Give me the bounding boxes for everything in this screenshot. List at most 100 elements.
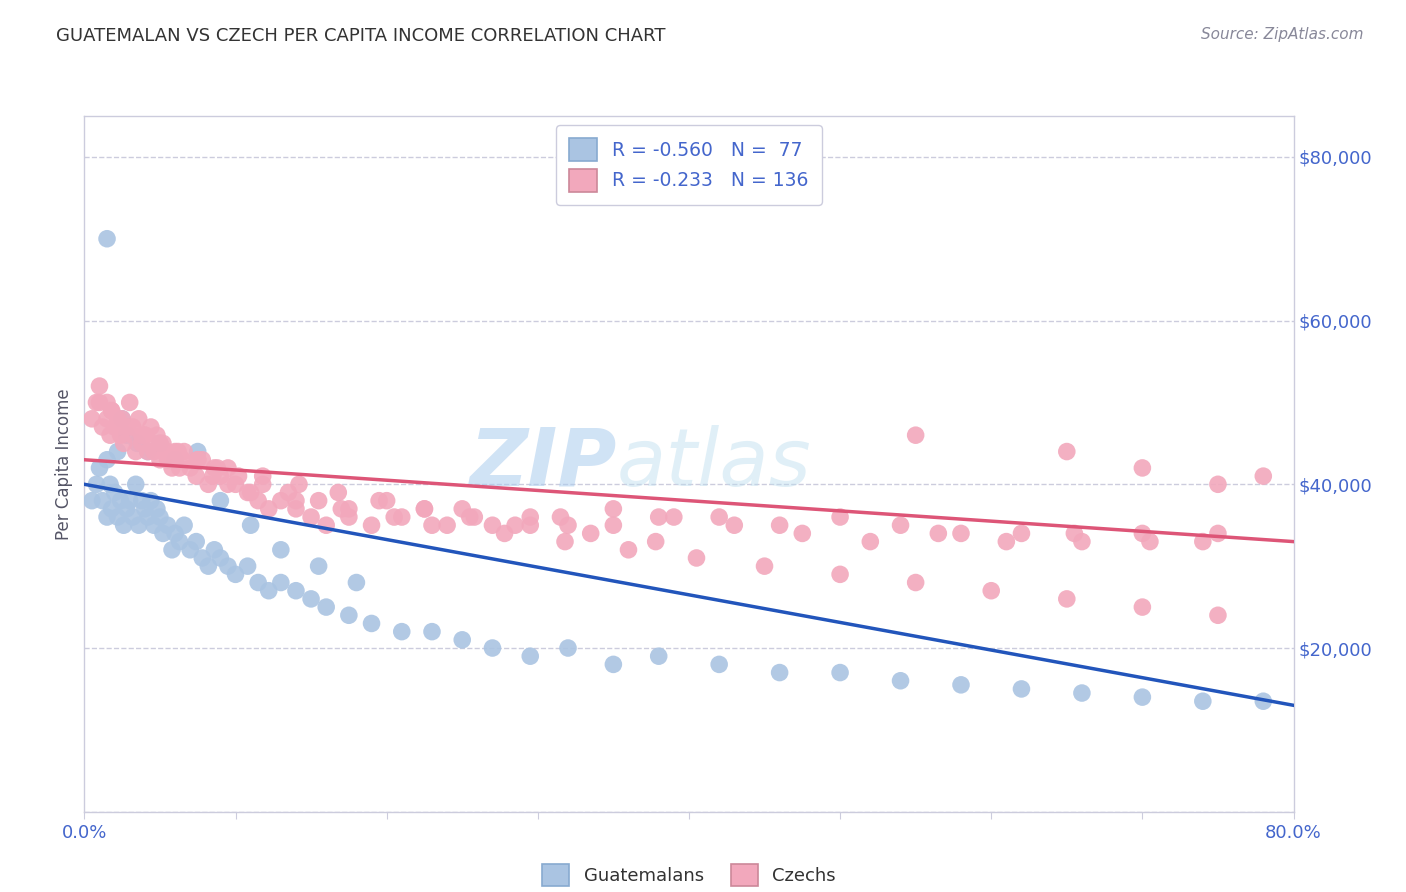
Point	[89, 395, 111, 409]
Point	[209, 469, 232, 483]
Point	[830, 510, 852, 524]
Point	[391, 510, 413, 524]
Point	[100, 501, 122, 516]
Point	[225, 477, 247, 491]
Point	[104, 420, 127, 434]
Point	[112, 436, 135, 450]
Point	[328, 485, 350, 500]
Point	[128, 518, 150, 533]
Point	[149, 452, 172, 467]
Point	[125, 444, 148, 458]
Point	[247, 575, 270, 590]
Point	[160, 542, 183, 557]
Point	[146, 501, 169, 516]
Point	[191, 452, 214, 467]
Point	[100, 403, 122, 417]
Point	[769, 665, 792, 680]
Point	[284, 501, 308, 516]
Point	[86, 395, 108, 409]
Point	[187, 452, 209, 467]
Point	[299, 591, 322, 606]
Point	[96, 395, 118, 409]
Point	[288, 477, 311, 491]
Point	[152, 526, 174, 541]
Point	[217, 477, 239, 491]
Point	[142, 444, 165, 458]
Point	[107, 510, 129, 524]
Point	[904, 428, 927, 442]
Point	[769, 518, 792, 533]
Point	[950, 526, 973, 541]
Point	[149, 436, 172, 450]
Point	[1206, 526, 1229, 541]
Point	[647, 510, 671, 524]
Point	[149, 510, 172, 524]
Point	[550, 510, 572, 524]
Point	[111, 412, 134, 426]
Point	[602, 501, 624, 516]
Point	[110, 428, 132, 442]
Point	[110, 493, 132, 508]
Point	[187, 444, 209, 458]
Point	[202, 461, 225, 475]
Point	[413, 501, 436, 516]
Point	[685, 551, 707, 566]
Point	[131, 493, 153, 508]
Point	[579, 526, 602, 541]
Point	[1191, 694, 1213, 708]
Point	[228, 469, 250, 483]
Point	[104, 485, 127, 500]
Point	[519, 518, 541, 533]
Point	[89, 461, 111, 475]
Point	[187, 452, 209, 467]
Point	[709, 657, 731, 672]
Point	[89, 379, 111, 393]
Point	[557, 518, 579, 533]
Point	[191, 551, 214, 566]
Point	[134, 428, 156, 442]
Point	[1139, 534, 1161, 549]
Point	[131, 436, 153, 450]
Point	[503, 518, 526, 533]
Text: atlas: atlas	[616, 425, 811, 503]
Point	[136, 444, 159, 458]
Point	[1251, 469, 1274, 483]
Point	[197, 477, 219, 491]
Point	[382, 510, 405, 524]
Point	[169, 534, 191, 549]
Point	[163, 526, 186, 541]
Point	[80, 493, 103, 508]
Point	[1130, 690, 1153, 705]
Point	[1063, 526, 1085, 541]
Point	[156, 444, 179, 458]
Point	[217, 461, 239, 475]
Point	[1010, 681, 1032, 696]
Point	[247, 493, 270, 508]
Point	[644, 534, 666, 549]
Point	[890, 518, 912, 533]
Point	[121, 510, 143, 524]
Point	[927, 526, 949, 541]
Point	[1056, 591, 1078, 606]
Point	[173, 518, 195, 533]
Point	[904, 575, 927, 590]
Point	[236, 559, 259, 574]
Point	[152, 436, 174, 450]
Point	[754, 559, 776, 574]
Point	[481, 640, 503, 655]
Point	[115, 420, 138, 434]
Point	[111, 412, 134, 426]
Point	[186, 534, 208, 549]
Point	[270, 542, 292, 557]
Point	[179, 461, 201, 475]
Point	[252, 469, 274, 483]
Point	[125, 477, 148, 491]
Point	[149, 436, 172, 450]
Point	[337, 608, 360, 623]
Point	[98, 428, 121, 442]
Point	[201, 469, 224, 483]
Point	[602, 657, 624, 672]
Text: ZIP: ZIP	[470, 425, 616, 503]
Point	[107, 412, 129, 426]
Point	[96, 412, 118, 426]
